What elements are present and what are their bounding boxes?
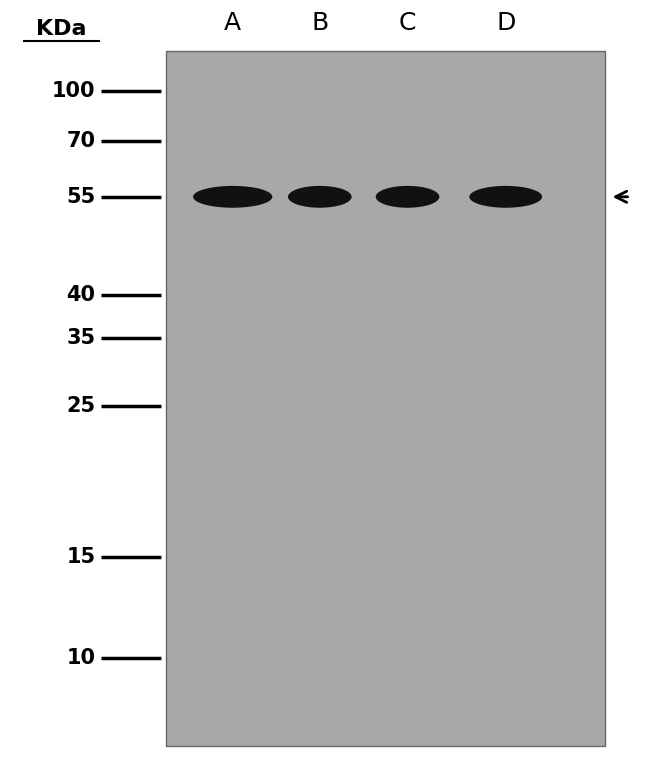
- Ellipse shape: [469, 186, 542, 208]
- Text: 100: 100: [52, 81, 96, 102]
- Text: D: D: [496, 11, 515, 35]
- Text: 35: 35: [66, 328, 96, 348]
- Text: C: C: [399, 11, 416, 35]
- Text: 25: 25: [66, 396, 96, 416]
- Text: 10: 10: [66, 647, 96, 668]
- Ellipse shape: [193, 186, 272, 208]
- Ellipse shape: [376, 186, 439, 208]
- Ellipse shape: [288, 186, 352, 208]
- Text: KDa: KDa: [36, 19, 87, 39]
- Text: 55: 55: [66, 187, 96, 207]
- Text: B: B: [311, 11, 328, 35]
- Text: A: A: [224, 11, 241, 35]
- Text: 15: 15: [66, 547, 96, 567]
- Bar: [166, 51, 604, 746]
- Text: 40: 40: [66, 285, 96, 305]
- Text: 70: 70: [66, 130, 96, 151]
